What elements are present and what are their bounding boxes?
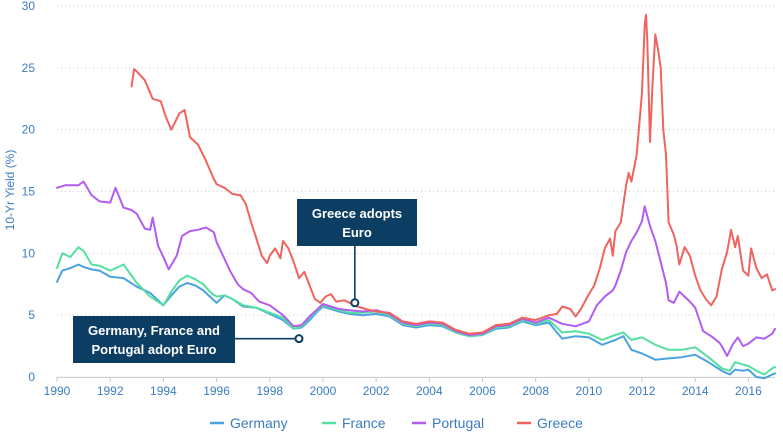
x-tick-label: 2004 [416,384,443,398]
series-line-germany [56,263,776,380]
y-tick-label: 10 [22,246,36,260]
annotation-text: Euro [342,225,372,240]
y-tick-label: 0 [28,370,35,384]
x-tick-label: 2002 [363,384,390,398]
legend-label: France [342,415,386,431]
legend-label: Greece [537,415,583,431]
series-lines [56,13,776,380]
annotation-box [297,199,417,246]
x-tick-label: 2014 [682,384,709,398]
annotation-text: Greece adopts [312,206,402,221]
y-tick-label: 15 [22,185,36,199]
y-tick-label: 20 [22,123,36,137]
annotation-marker [350,298,360,308]
x-tick-label: 2000 [310,384,337,398]
y-tick-label: 5 [28,308,35,322]
y-axis-ticks: 0 5 10 15 20 25 30 [22,0,36,384]
x-tick-label: 1992 [97,384,124,398]
legend-item-germany[interactable]: Germany [210,415,288,431]
x-tick-label: 1998 [256,384,283,398]
x-tick-label: 2012 [629,384,656,398]
series-line-france [56,246,776,376]
series-line-greece [130,13,776,335]
x-tick-label: 2008 [522,384,549,398]
annotation-box [73,316,235,363]
x-tick-label: 2006 [469,384,496,398]
annotation-text: Germany, France and [88,323,220,338]
x-tick-label: 1996 [203,384,230,398]
legend-label: Portugal [432,415,484,431]
annotation-text: Portugal adopt Euro [92,342,217,357]
x-tick-label: 2016 [735,384,762,398]
annotations: Greece adopts Euro Germany, France and Port… [73,199,417,363]
legend-item-greece[interactable]: Greece [517,415,583,431]
legend[interactable]: Germany France Portugal Greece [210,415,583,431]
x-axis-ticks: 1990 1992 1994 1996 1998 2000 2002 2004 2006 2008… [44,377,775,398]
legend-item-france[interactable]: France [322,415,386,431]
legend-item-portugal[interactable]: Portugal [412,415,484,431]
annotation-marker [294,334,304,344]
series-line-portugal [56,180,776,357]
y-axis-label: 10-Yr Yield (%) [3,150,17,231]
legend-label: Germany [230,415,288,431]
y-tick-label: 30 [22,0,36,13]
y-tick-label: 25 [22,61,36,75]
x-tick-label: 2010 [576,384,603,398]
x-tick-label: 1994 [150,384,177,398]
x-tick-label: 1990 [44,384,71,398]
